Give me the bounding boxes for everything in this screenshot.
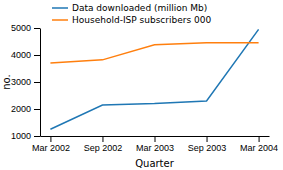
y-axis-title: no. xyxy=(1,74,12,89)
legend: Data downloaded (million Mb) Household-IS… xyxy=(52,3,211,25)
x-tick: Sep 2003 xyxy=(188,136,227,153)
y-tick: 5000 xyxy=(11,23,40,33)
tick-label: Mar 2004 xyxy=(240,143,278,153)
y-axis: 1000 2000 3000 4000 5000 xyxy=(11,23,41,141)
legend-label: Household-ISP subscribers 000 xyxy=(72,15,211,25)
tick-mark xyxy=(34,109,40,110)
tick-mark xyxy=(207,136,208,142)
tick-mark xyxy=(155,136,156,142)
tick-label: Mar 2003 xyxy=(136,143,174,153)
tick-label: 2000 xyxy=(11,104,31,114)
tick-label: 3000 xyxy=(11,77,31,87)
tick-mark xyxy=(259,136,260,142)
tick-mark xyxy=(34,28,40,29)
tick-label: 5000 xyxy=(11,23,31,33)
tick-label: 4000 xyxy=(11,50,31,60)
legend-item: Household-ISP subscribers 000 xyxy=(52,15,211,25)
x-tick: Mar 2002 xyxy=(32,136,70,153)
x-tick: Mar 2003 xyxy=(136,136,174,153)
tick-label: Mar 2002 xyxy=(32,143,70,153)
axis-line xyxy=(40,29,41,137)
tick-label: 1000 xyxy=(11,131,31,141)
tick-label: Sep 2002 xyxy=(84,143,123,153)
y-tick: 3000 xyxy=(11,77,40,87)
plot: Mar 2002 Sep 2002 Mar 2003 Sep 2003 Mar 2004… xyxy=(11,23,278,153)
tick-mark xyxy=(34,136,40,137)
legend-swatch xyxy=(52,19,68,21)
x-axis-title: Quarter xyxy=(135,158,175,169)
y-tick: 4000 xyxy=(11,50,40,60)
x-tick: Sep 2002 xyxy=(84,136,123,153)
tick-label: Sep 2003 xyxy=(188,143,227,153)
chart: Mar 2002 Sep 2002 Mar 2003 Sep 2003 Mar 2004… xyxy=(0,0,283,170)
legend-label: Data downloaded (million Mb) xyxy=(72,3,207,13)
tick-mark xyxy=(34,82,40,83)
y-tick: 1000 xyxy=(11,131,40,141)
legend-item: Data downloaded (million Mb) xyxy=(52,3,207,13)
legend-swatch xyxy=(52,7,68,9)
tick-mark xyxy=(50,136,51,142)
series-line xyxy=(50,43,258,63)
x-axis: Mar 2002 Sep 2002 Mar 2003 Sep 2003 Mar 2004 xyxy=(32,136,278,153)
y-tick: 2000 xyxy=(11,104,40,114)
x-tick: Mar 2004 xyxy=(240,136,278,153)
lines xyxy=(50,29,258,129)
series-line xyxy=(50,29,258,129)
tick-mark xyxy=(102,136,103,142)
tick-mark xyxy=(34,55,40,56)
